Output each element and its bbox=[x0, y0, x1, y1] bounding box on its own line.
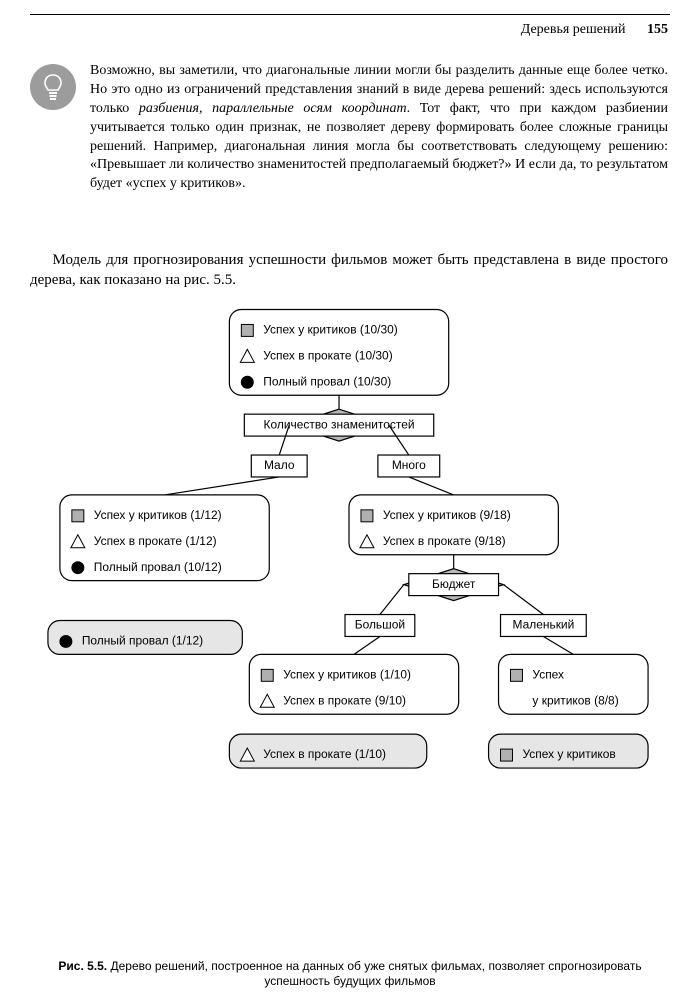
tip-block: Возможно, вы заметили, что диагональные … bbox=[30, 62, 668, 194]
section-title: Деревья решений bbox=[521, 22, 626, 37]
tree-diagram: Успех у критиков (10/30) Успех в прокате … bbox=[30, 295, 668, 954]
svg-text:Успех в прокате (1/10): Успех в прокате (1/10) bbox=[263, 747, 386, 761]
svg-text:Успех у критиков (10/30): Успех у критиков (10/30) bbox=[263, 323, 398, 337]
svg-text:Бюджет: Бюджет bbox=[432, 577, 476, 591]
svg-text:Маленький: Маленький bbox=[513, 618, 575, 632]
svg-text:Успех у критиков (1/10): Успех у критиков (1/10) bbox=[283, 667, 411, 681]
figure-caption: Рис. 5.5. Дерево решений, построенное на… bbox=[40, 959, 660, 990]
svg-text:Успех в прокате (10/30): Успех в прокате (10/30) bbox=[263, 348, 392, 362]
tip-text: Возможно, вы заметили, что диагональные … bbox=[90, 62, 668, 194]
running-head: Деревья решений 155 bbox=[521, 22, 668, 38]
svg-text:Успех: Успех bbox=[532, 667, 564, 681]
svg-text:Успех в прокате (1/12): Успех в прокате (1/12) bbox=[94, 534, 217, 548]
svg-text:Успех в прокате (9/18): Успех в прокате (9/18) bbox=[383, 534, 506, 548]
svg-text:Успех у критиков (1/12): Успех у критиков (1/12) bbox=[94, 508, 222, 522]
body-paragraph: Модель для прогнозирования успешности фи… bbox=[30, 250, 668, 291]
lightbulb-icon bbox=[30, 64, 76, 110]
svg-text:Полный провал (10/12): Полный провал (10/12) bbox=[94, 560, 222, 574]
svg-text:Успех в прокате (9/10): Успех в прокате (9/10) bbox=[283, 693, 406, 707]
svg-text:у критиков (8/8): у критиков (8/8) bbox=[532, 693, 618, 707]
svg-text:Полный провал (1/12): Полный провал (1/12) bbox=[82, 634, 203, 648]
svg-text:Большой: Большой bbox=[355, 618, 405, 632]
figure-5-5: Успех у критиков (10/30) Успех в прокате … bbox=[30, 295, 668, 954]
svg-text:Полный провал (10/30): Полный провал (10/30) bbox=[263, 374, 391, 388]
page-number: 155 bbox=[647, 22, 668, 37]
svg-text:Много: Много bbox=[392, 458, 426, 472]
svg-text:Успех у критиков: Успех у критиков bbox=[522, 747, 615, 761]
svg-text:Успех у критиков (9/18): Успех у критиков (9/18) bbox=[383, 508, 511, 522]
svg-text:Мало: Мало bbox=[264, 458, 295, 472]
